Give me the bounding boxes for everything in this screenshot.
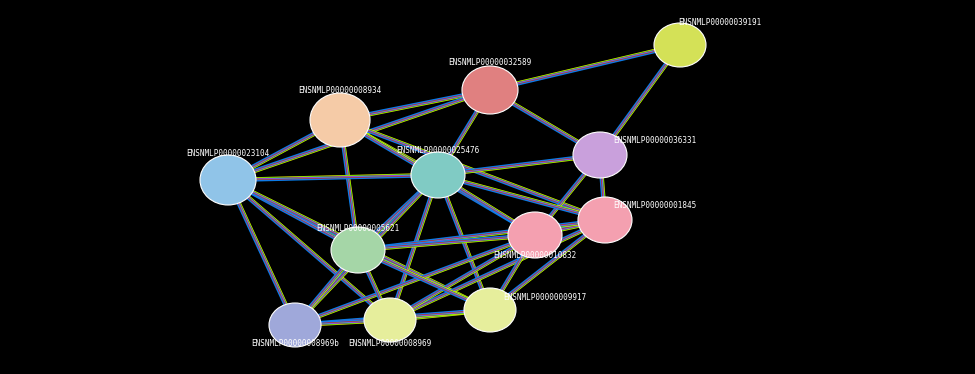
Text: ENSNMLP00000023104: ENSNMLP00000023104 [186,148,270,157]
Ellipse shape [464,288,516,332]
Ellipse shape [654,23,706,67]
Text: ENSNMLP00000032589: ENSNMLP00000032589 [448,58,531,67]
Ellipse shape [364,298,416,342]
Ellipse shape [508,212,562,258]
Ellipse shape [462,66,518,114]
Ellipse shape [331,227,385,273]
Ellipse shape [578,197,632,243]
Ellipse shape [200,155,256,205]
Text: ENSNMLP00000010832: ENSNMLP00000010832 [493,251,576,260]
Ellipse shape [411,152,465,198]
Ellipse shape [573,132,627,178]
Text: ENSNMLP00000005621: ENSNMLP00000005621 [316,224,400,233]
Ellipse shape [310,93,370,147]
Ellipse shape [269,303,321,347]
Text: ENSNMLP00000039191: ENSNMLP00000039191 [679,18,761,27]
Text: ENSNMLP00000008969: ENSNMLP00000008969 [348,340,432,349]
Text: ENSNMLP00000009917: ENSNMLP00000009917 [503,292,587,301]
Text: ENSNMLP00000036331: ENSNMLP00000036331 [613,135,696,144]
Text: ENSNMLP00000008934: ENSNMLP00000008934 [298,86,381,95]
Text: ENSNMLP00000001845: ENSNMLP00000001845 [613,200,696,209]
Text: ENSNMLP00000008969b: ENSNMLP00000008969b [252,340,339,349]
Text: ENSNMLP00000025476: ENSNMLP00000025476 [397,145,480,154]
